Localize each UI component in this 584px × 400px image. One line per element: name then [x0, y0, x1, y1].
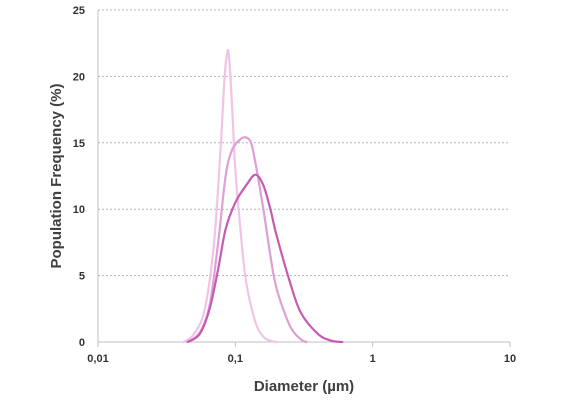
- series-line-1: [182, 48, 278, 344]
- y-tick-label: 10: [73, 204, 85, 216]
- x-axis-title: Diameter (µm): [254, 378, 354, 395]
- series-line-2: [186, 135, 308, 344]
- y-tick-label: 20: [73, 71, 85, 83]
- series-layer: [182, 48, 344, 344]
- x-tick-label: 0,1: [228, 353, 243, 365]
- y-axis-title: Population Frequency (%): [48, 83, 65, 268]
- y-tick-label: 25: [73, 5, 85, 17]
- label-layer: 0 5 10 15 20 25 0,01 0,1 1 10: [73, 5, 516, 365]
- x-tick-label: 10: [504, 353, 516, 365]
- series-line-3: [186, 173, 344, 344]
- y-tick-label: 0: [79, 337, 85, 349]
- grid-layer: [98, 9, 510, 277]
- y-tick-label: 5: [79, 271, 85, 283]
- axis-layer: [97, 10, 511, 347]
- x-tick-label: 0,01: [87, 353, 108, 365]
- y-tick-label: 15: [73, 138, 85, 150]
- x-tick-label: 1: [370, 353, 376, 365]
